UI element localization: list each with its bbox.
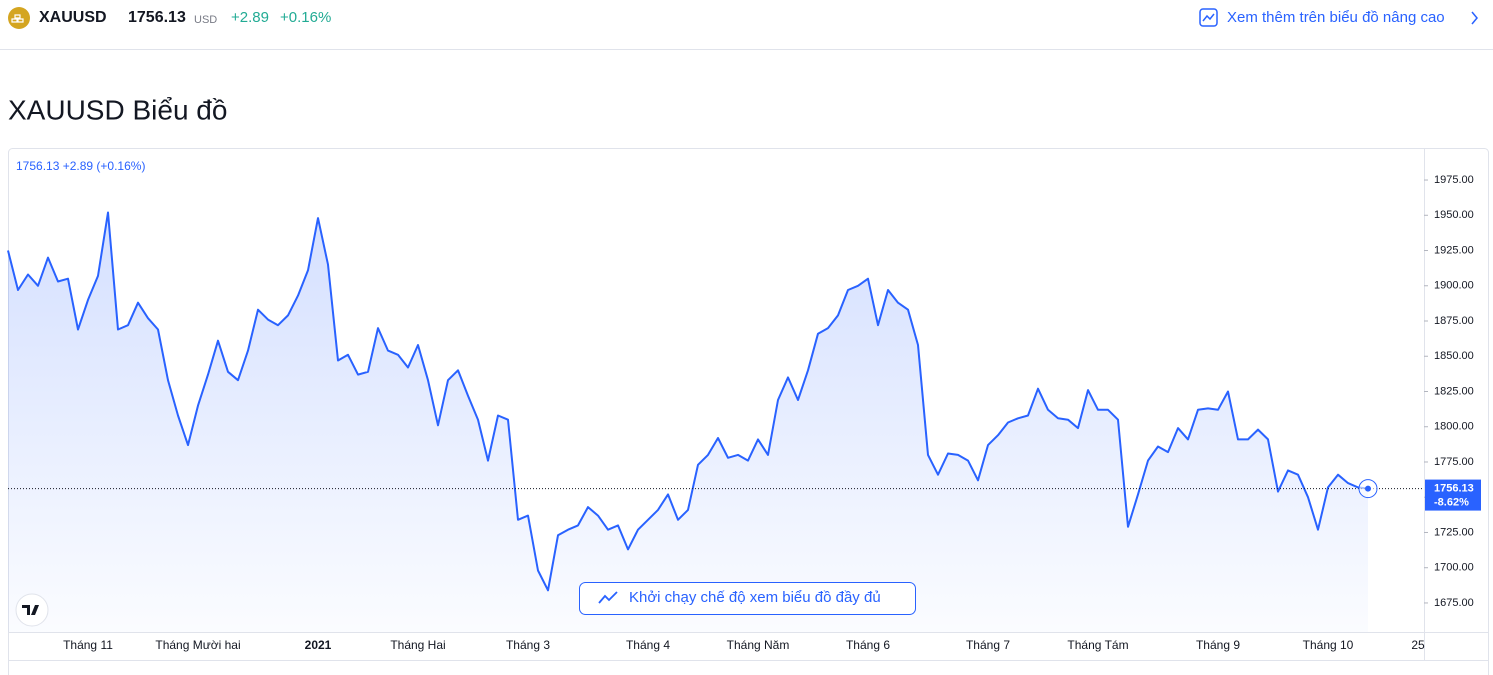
y-tick-label: 1800.00	[1434, 421, 1474, 433]
x-tick-label: Tháng 4	[626, 638, 670, 652]
price-line	[7, 211, 1369, 592]
chevron	[1471, 11, 1478, 25]
x-tick-label: Tháng Hai	[390, 638, 445, 652]
tv-logo	[15, 593, 49, 627]
x-tick-label: Tháng Năm	[727, 638, 790, 652]
change-percent: +0.16%	[280, 9, 331, 26]
plot	[7, 211, 1424, 632]
y-tick-label: 1700.00	[1434, 562, 1474, 574]
y-tick-label: 1775.00	[1434, 456, 1474, 468]
last-price-label: 1756.13	[1434, 482, 1474, 494]
button-bg[interactable]	[579, 582, 916, 615]
link-icon	[1199, 8, 1218, 27]
chart-legend: 1756.13 +2.89 (+0.16%)	[16, 159, 145, 173]
currency: USD	[194, 14, 217, 26]
y-tick-label: 1925.00	[1434, 244, 1474, 256]
x-tick-label: Tháng 6	[846, 638, 890, 652]
tv-logo-mark	[22, 605, 39, 615]
last-point	[1365, 485, 1371, 492]
y-tick-label: 1675.00	[1434, 597, 1474, 609]
y-tick-label: 1950.00	[1434, 209, 1474, 221]
y-tick-label: 1875.00	[1434, 315, 1474, 327]
link-text[interactable]: Xem thêm trên biểu đồ nâng cao	[1227, 9, 1445, 26]
y-tick-label: 1725.00	[1434, 526, 1474, 538]
button-icon	[598, 591, 618, 604]
x-tick-label: Tháng 9	[1196, 638, 1240, 652]
x-tick-label: Tháng 7	[966, 638, 1010, 652]
link-icon-line	[1202, 13, 1215, 22]
logo-icon	[11, 14, 24, 23]
x-tick-label: Tháng 3	[506, 638, 550, 652]
price: 1756.13	[128, 9, 186, 26]
y-tick-label: 1900.00	[1434, 280, 1474, 292]
fullscreen-button[interactable]: Khởi chạy chế độ xem biểu đồ đầy đủ	[579, 582, 916, 615]
area	[8, 212, 1368, 632]
y-tick-label: 1825.00	[1434, 385, 1474, 397]
last-change-label: -8.62%	[1434, 496, 1469, 508]
x-tick-label: Tháng 11	[63, 638, 113, 652]
y-tick-label: 1975.00	[1434, 174, 1474, 186]
x-tick-label: Tháng 10	[1303, 638, 1354, 652]
last-price-box	[1425, 479, 1481, 511]
x-tick-label: Tháng Mười hai	[155, 638, 240, 652]
change: +2.89	[231, 9, 269, 26]
button-text[interactable]: Khởi chạy chế độ xem biểu đồ đầy đủ	[629, 589, 881, 606]
advanced-link[interactable]: Xem thêm trên biểu đồ nâng cao	[1199, 8, 1478, 27]
x-tick-label: 2021	[305, 638, 332, 652]
page-title: XAUUSD Biểu đồ	[8, 94, 227, 125]
tv-logo-bg	[15, 593, 49, 627]
symbol: XAUUSD	[39, 9, 107, 26]
x-tick-label: 25	[1411, 638, 1425, 652]
y-tick-label: 1850.00	[1434, 350, 1474, 362]
x-tick-label: Tháng Tám	[1067, 638, 1128, 652]
